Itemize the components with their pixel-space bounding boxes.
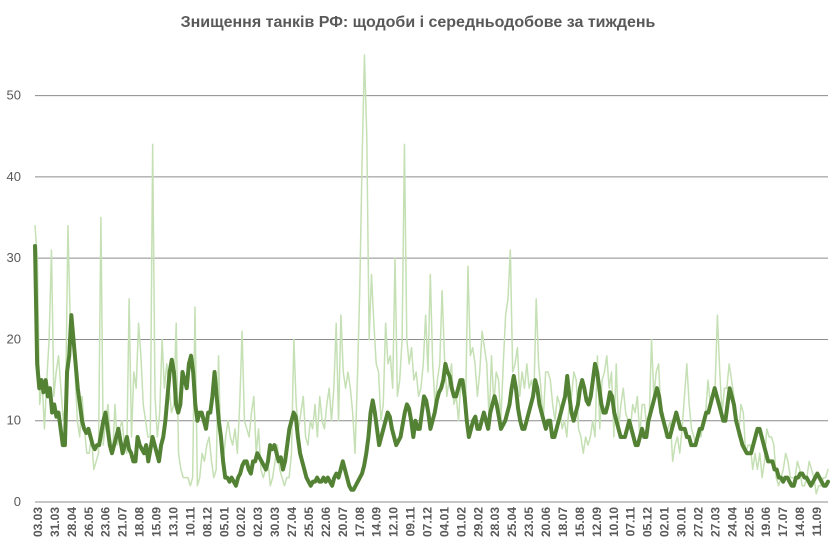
x-tick-label: 21.07	[116, 507, 130, 537]
x-tick-label: 07.11	[624, 507, 638, 537]
x-tick-label: 23.05	[522, 507, 536, 537]
y-tick-label: 0	[14, 494, 21, 509]
x-tick-label: 05.01	[217, 507, 231, 537]
x-tick-label: 27.02	[692, 507, 706, 537]
x-tick-label: 26.05	[82, 507, 96, 537]
x-tick-label: 12.10	[387, 507, 401, 537]
y-tick-label: 10	[7, 413, 21, 428]
x-tick-label: 29.02	[471, 507, 485, 537]
x-tick-label: 27.04	[285, 507, 299, 537]
x-tick-label: 13.10	[167, 507, 181, 537]
x-tick-label: 03.03	[31, 507, 45, 537]
x-tick-label: 23.06	[99, 507, 113, 537]
weekly-average-series	[33, 243, 830, 492]
x-tick-label: 02.02	[234, 507, 248, 537]
x-tick-label: 25.05	[302, 507, 316, 537]
y-tick-label: 20	[7, 331, 21, 346]
x-tick-label: 17.07	[776, 507, 790, 537]
x-tick-label: 22.05	[742, 507, 756, 537]
x-tick-label: 27.03	[708, 507, 722, 537]
x-tick-label: 01.02	[454, 507, 468, 537]
x-tick-label: 04.01	[437, 507, 451, 537]
x-tick-label: 24.04	[725, 507, 739, 537]
x-tick-label: 15.09	[150, 507, 164, 537]
x-tick-label: 10.11	[183, 507, 197, 537]
y-axis-ticks: 0 10 20 30 40 50	[7, 88, 21, 509]
x-tick-label: 17.08	[353, 507, 367, 537]
x-tick-label: 08.12	[200, 507, 214, 537]
x-tick-label: 28.03	[488, 507, 502, 537]
y-tick-label: 30	[7, 250, 21, 265]
y-tick-label: 50	[7, 88, 21, 103]
x-tick-label: 22.06	[319, 507, 333, 537]
x-tick-label: 09.11	[404, 507, 418, 537]
x-tick-label: 11.09	[810, 507, 824, 537]
x-tick-label: 14.09	[370, 507, 384, 537]
x-tick-label: 20.07	[336, 507, 350, 537]
x-tick-label: 31.03	[48, 507, 62, 537]
x-tick-label: 12.09	[590, 507, 604, 537]
x-tick-label: 30.03	[268, 507, 282, 537]
x-tick-label: 30.01	[675, 507, 689, 537]
weekly-average-line	[33, 243, 830, 492]
x-tick-label: 20.06	[539, 507, 553, 537]
x-tick-label: 19.06	[759, 507, 773, 537]
x-tick-label: 18.07	[556, 507, 570, 537]
x-tick-label: 25.04	[505, 507, 519, 537]
x-tick-label: 07.12	[421, 507, 435, 537]
y-tick-label: 40	[7, 169, 21, 184]
chart-title: Знищення танків РФ: щодоби і середньодоб…	[180, 14, 656, 31]
x-tick-label: 02.03	[251, 507, 265, 537]
x-tick-label: 15.08	[573, 507, 587, 537]
x-tick-label: 14.08	[793, 507, 807, 537]
x-tick-label: 05.12	[641, 507, 655, 537]
x-tick-label: 18.08	[133, 507, 147, 537]
x-tick-label: 10.10	[607, 507, 621, 537]
x-tick-label: 02.01	[658, 507, 672, 537]
x-tick-label: 28.04	[65, 507, 79, 537]
x-axis-ticks: 03.03 31.03 28.04 26.05 23.06 21.07 18.08 15.09…	[31, 507, 824, 537]
